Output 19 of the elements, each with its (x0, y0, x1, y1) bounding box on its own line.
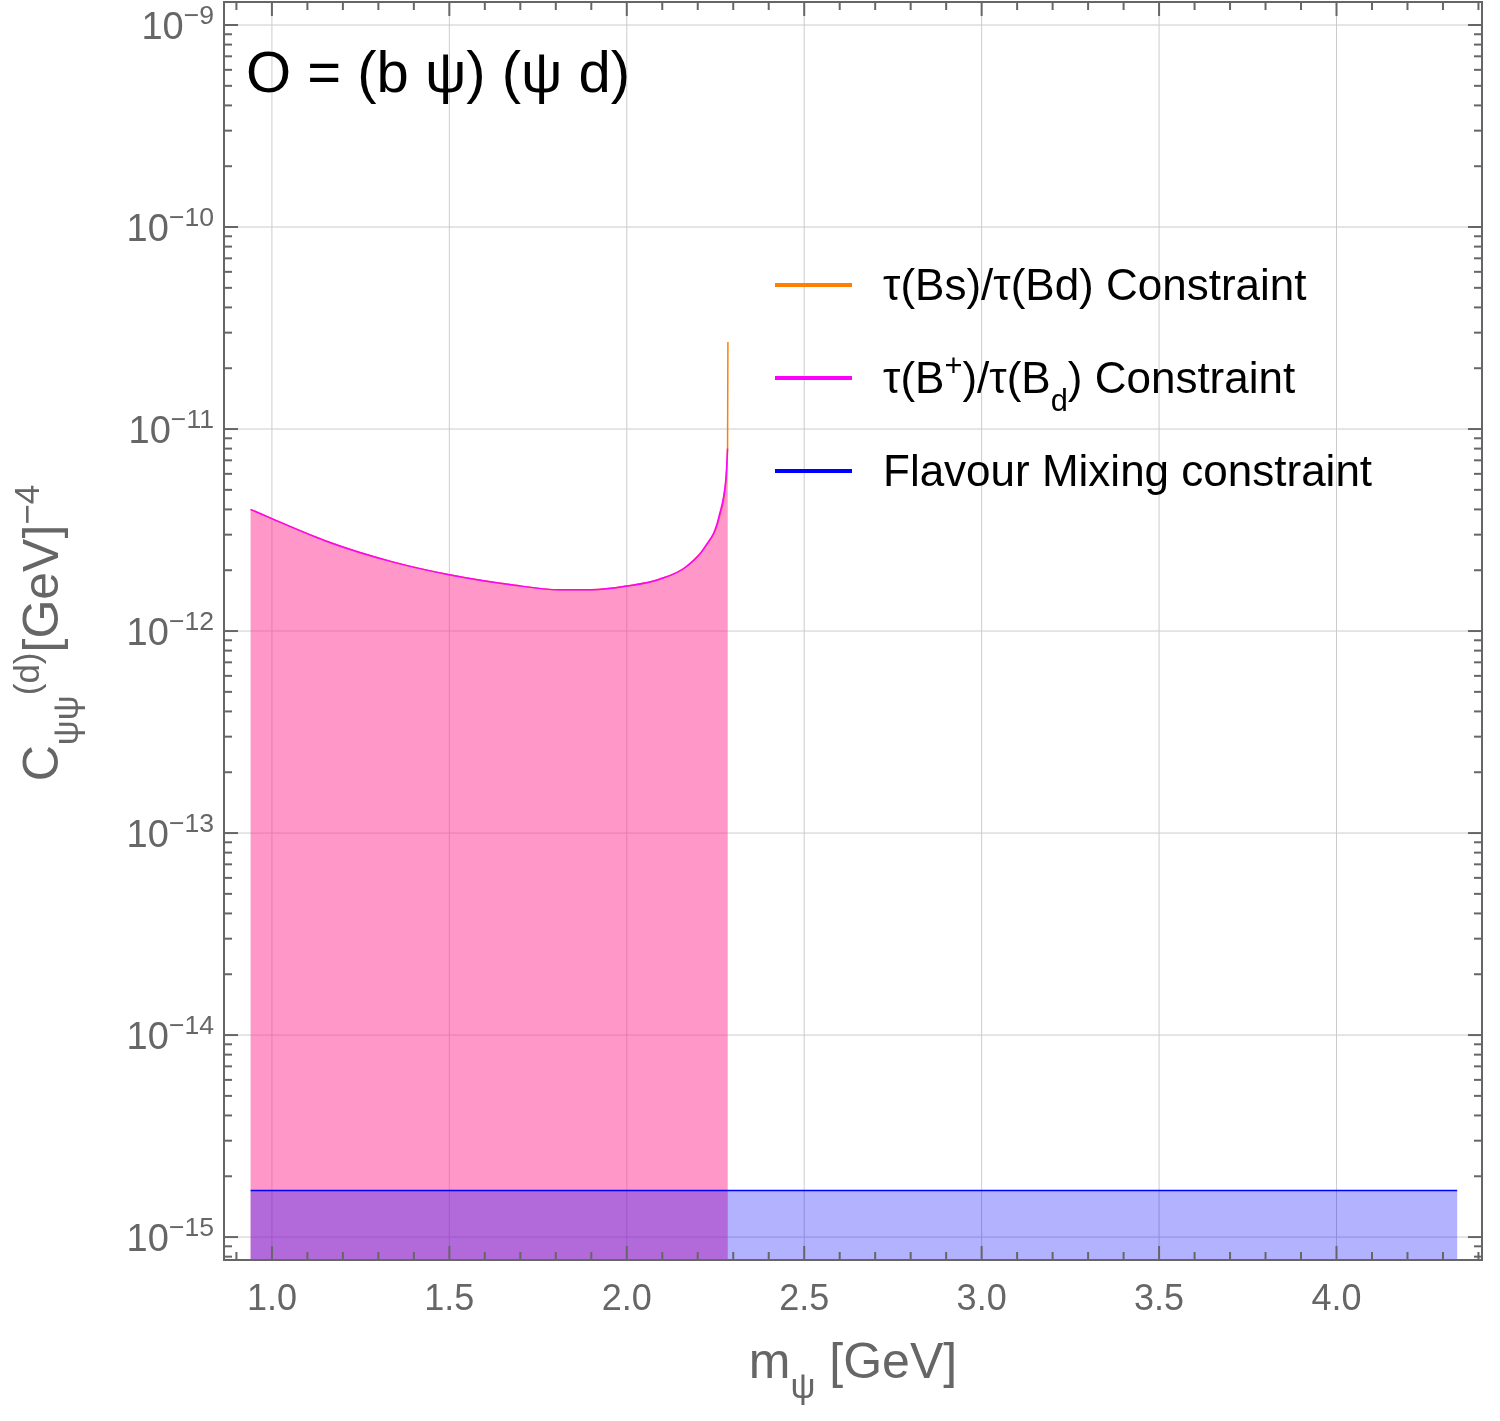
text: O = (b ψ) (ψ d) (246, 39, 631, 104)
legend-label: Flavour Mixing constraint (883, 446, 1373, 495)
y-tick-label: 10$^{−9}$ (141, 0, 214, 48)
x-tick-label: 1.5 (424, 1277, 475, 1318)
legend-label: τ(Bs)/τ(Bd) Constraint (883, 260, 1307, 309)
y-tick-label: 10$^{−13}$ (126, 808, 214, 856)
y-tick-label: 10$^{−11}$ (128, 404, 214, 452)
y-tick-label: 10$^{−12}$ (126, 606, 214, 654)
x-tick-label: 2.5 (779, 1277, 830, 1318)
legend-label: τ(B$^{+}$)/τ(B$_{d}$) Constraint (883, 347, 1296, 418)
x-tick-label: 3.5 (1134, 1277, 1185, 1318)
x-axis-title: m$_{ψ}$ [GeV] (748, 1333, 958, 1405)
y-tick-label: 10$^{−15}$ (126, 1212, 214, 1260)
y-tick-label: 10$^{−10}$ (126, 202, 214, 250)
x-tick-label: 3.0 (956, 1277, 1007, 1318)
x-tick-label: 4.0 (1311, 1277, 1362, 1318)
x-tick-label: 1.0 (246, 1277, 297, 1318)
y-tick-label: 10$^{−14}$ (126, 1010, 215, 1058)
x-tick-label: 2.0 (601, 1277, 652, 1318)
